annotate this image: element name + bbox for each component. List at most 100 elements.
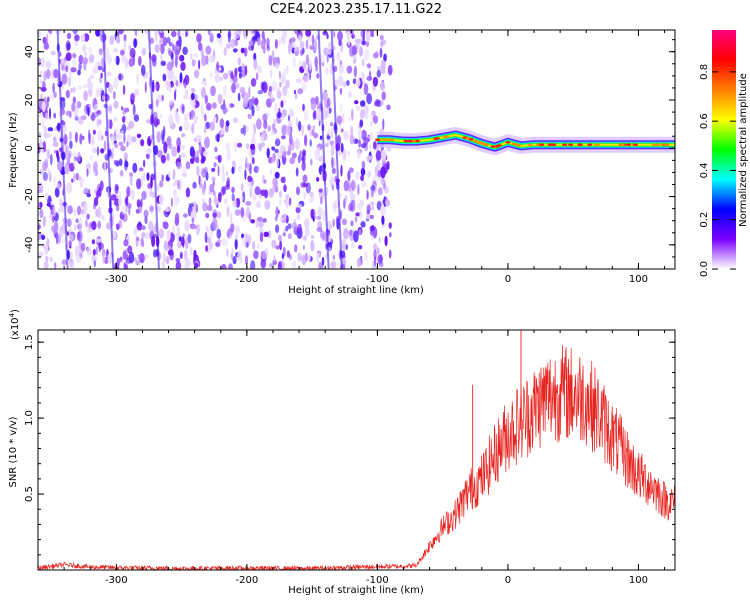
noise-blob: [178, 236, 182, 242]
noise-blob: [140, 237, 144, 247]
noise-blob: [128, 44, 131, 50]
noise-blob: [166, 36, 171, 44]
noise-blob: [238, 72, 242, 79]
noise-blob: [97, 130, 103, 142]
noise-blob: [201, 168, 207, 178]
snr-ticks: -300 -200 -100 0 100 0.5 1.0 1.5: [24, 330, 675, 586]
noise-blob: [168, 229, 171, 241]
snr-frame: [37, 329, 676, 571]
noise-blob: [271, 81, 278, 90]
colorbar-ticks: 0.0 0.2 0.4 0.6 0.8: [699, 64, 736, 277]
noise-blob: [140, 64, 146, 77]
noise-blob: [283, 150, 287, 158]
noise-blob: [354, 216, 357, 222]
noise-blob: [217, 239, 222, 244]
noise-blob: [171, 30, 177, 38]
noise-blob: [77, 233, 81, 241]
noise-blob: [216, 33, 221, 39]
noise-blob: [380, 204, 386, 216]
noise-blob: [190, 92, 195, 101]
noise-blob: [279, 240, 282, 251]
noise-blob: [166, 61, 173, 71]
noise-blob: [103, 160, 107, 173]
noise-blob: [274, 102, 278, 115]
noise-blob: [87, 228, 93, 233]
noise-blob: [217, 165, 220, 177]
noise-blob: [185, 161, 191, 170]
noise-blob: [212, 217, 218, 229]
noise-blob: [231, 247, 235, 255]
signal-peak: [662, 143, 668, 146]
noise-blob: [189, 246, 193, 255]
noise-blob: [82, 57, 89, 65]
noise-blob: [49, 30, 53, 35]
noise-blob: [271, 146, 276, 151]
noise-blob: [82, 43, 86, 54]
noise-blob: [42, 171, 49, 181]
noise-blob: [224, 184, 231, 191]
noise-blob: [387, 64, 393, 76]
noise-blob: [310, 158, 313, 166]
noise-blob: [168, 42, 173, 47]
noise-blob: [330, 146, 333, 155]
noise-blob: [64, 164, 70, 175]
noise-blob: [205, 245, 209, 252]
noise-blob: [262, 218, 267, 223]
noise-blob: [80, 34, 86, 42]
noise-blob: [348, 229, 353, 236]
noise-blob: [297, 35, 303, 43]
noise-blob: [187, 261, 192, 267]
noise-blob: [378, 261, 384, 268]
noise-blob: [194, 156, 200, 164]
noise-blob: [386, 161, 390, 170]
noise-blob: [301, 161, 306, 172]
noise-blob: [373, 249, 377, 260]
noise-blob: [85, 218, 88, 228]
noise-blob: [228, 102, 231, 110]
noise-blob: [369, 225, 375, 232]
noise-blob: [56, 150, 59, 159]
noise-blob: [285, 194, 290, 200]
noise-blob: [247, 162, 250, 172]
noise-blob: [113, 159, 117, 166]
noise-blob: [162, 221, 169, 230]
noise-blob: [348, 167, 354, 173]
noise-blob: [297, 120, 302, 132]
noise-blob: [226, 248, 229, 257]
noise-blob: [182, 167, 187, 175]
noise-blob: [70, 66, 77, 73]
noise-blob: [360, 108, 366, 119]
noise-blob: [329, 176, 335, 187]
noise-blob: [118, 190, 122, 200]
noise-blob: [209, 183, 215, 193]
noise-blob: [370, 120, 373, 128]
signal-peak: [505, 141, 511, 144]
noise-blob: [291, 42, 296, 48]
noise-blob: [163, 240, 169, 251]
noise-blob: [174, 56, 178, 68]
noise-blob: [101, 135, 104, 141]
noise-blob: [146, 148, 152, 155]
noise-blob: [338, 39, 342, 46]
noise-blob: [257, 65, 262, 74]
noise-blob: [191, 224, 198, 230]
noise-blob: [172, 168, 176, 180]
signal-peak: [633, 143, 638, 146]
noise-blob: [302, 103, 305, 112]
noise-blob: [269, 168, 273, 175]
noise-blob: [346, 80, 350, 86]
noise-blob: [171, 146, 178, 157]
noise-blob: [168, 142, 173, 150]
noise-blob: [263, 179, 267, 184]
noise-blob: [135, 208, 140, 214]
noise-blob: [261, 250, 267, 260]
noise-blob: [248, 40, 254, 46]
spectrogram-y-tick-label: 20: [24, 94, 35, 107]
noise-blob: [195, 134, 202, 144]
noise-blob: [123, 263, 129, 269]
noise-blob: [327, 47, 332, 56]
noise-blob: [125, 206, 128, 213]
noise-blob: [78, 217, 83, 230]
noise-blob: [136, 178, 142, 190]
noise-blob: [91, 221, 96, 226]
